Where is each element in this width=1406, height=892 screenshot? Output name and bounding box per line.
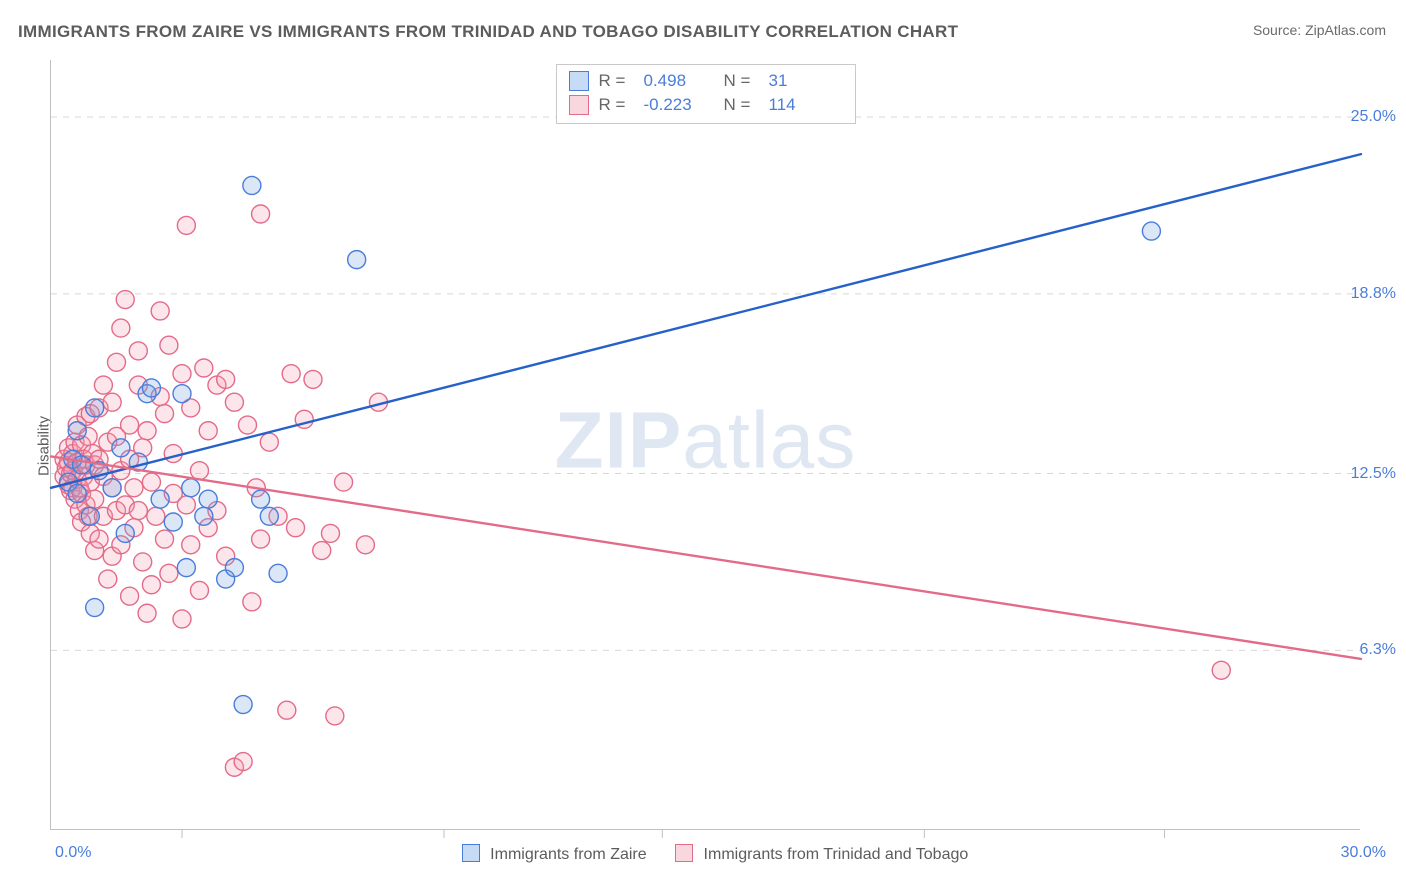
- r-value-zaire: 0.498: [644, 69, 714, 93]
- n-label: N =: [724, 69, 759, 93]
- r-value-trinidad: -0.223: [644, 93, 714, 117]
- legend-swatch-zaire-icon: [462, 844, 480, 862]
- legend-label-trinidad: Immigrants from Trinidad and Tobago: [704, 846, 969, 863]
- scatter-svg: [51, 60, 1361, 830]
- legend-swatch-trinidad-icon: [675, 844, 693, 862]
- n-value-trinidad: 114: [769, 93, 839, 117]
- legend-row-trinidad: R = -0.223 N = 114: [569, 93, 839, 117]
- chart-title: IMMIGRANTS FROM ZAIRE VS IMMIGRANTS FROM…: [18, 22, 958, 42]
- source-value: ZipAtlas.com: [1305, 22, 1386, 38]
- source-label: Source:: [1253, 22, 1305, 38]
- legend-row-zaire: R = 0.498 N = 31: [569, 69, 839, 93]
- r-label: R =: [599, 69, 634, 93]
- y-tick-label: 12.5%: [1351, 465, 1396, 483]
- legend-swatch-trinidad: [569, 95, 589, 115]
- source-attribution: Source: ZipAtlas.com: [1253, 22, 1386, 38]
- y-tick-label: 25.0%: [1351, 108, 1396, 126]
- plot-area: ZIPatlas R = 0.498 N = 31 R = -0.223 N =…: [50, 60, 1360, 830]
- y-tick-label: 6.3%: [1360, 641, 1396, 659]
- legend-swatch-zaire: [569, 71, 589, 91]
- legend-label-zaire: Immigrants from Zaire: [490, 846, 646, 863]
- r-label: R =: [599, 93, 634, 117]
- n-value-zaire: 31: [769, 69, 839, 93]
- chart-container: IMMIGRANTS FROM ZAIRE VS IMMIGRANTS FROM…: [0, 0, 1406, 892]
- series-legend: Immigrants from Zaire Immigrants from Tr…: [0, 844, 1406, 864]
- correlation-legend: R = 0.498 N = 31 R = -0.223 N = 114: [556, 64, 856, 124]
- n-label: N =: [724, 93, 759, 117]
- y-tick-label: 18.8%: [1351, 285, 1396, 303]
